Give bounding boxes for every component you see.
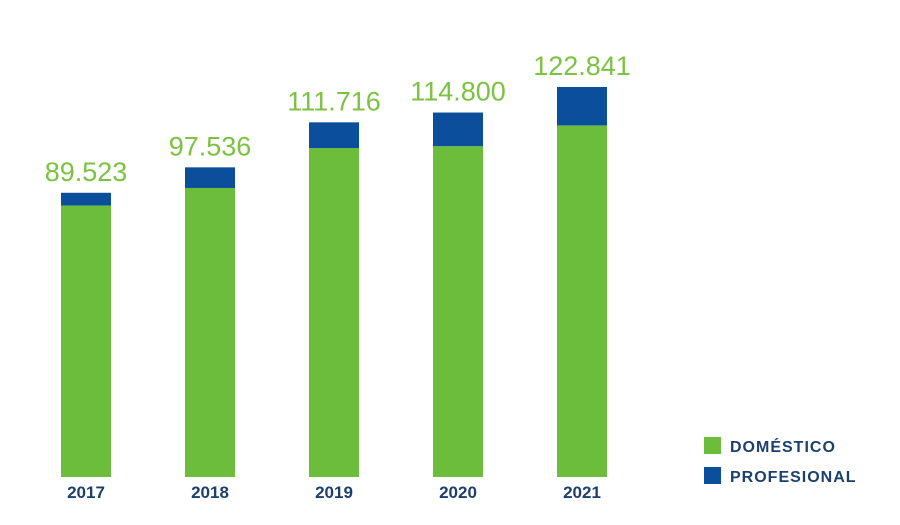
legend-swatch <box>704 437 721 454</box>
bar-segment <box>557 87 607 126</box>
total-label: 97.536 <box>169 131 252 161</box>
x-tick-label: 2020 <box>439 483 477 502</box>
total-label: 122.841 <box>533 51 631 81</box>
total-label: 111.716 <box>287 86 381 116</box>
bar-segment <box>433 146 483 477</box>
bar-segment <box>185 187 235 477</box>
bar-segment <box>309 148 359 477</box>
legend-label: PROFESIONAL <box>730 469 857 486</box>
x-tick-label: 2019 <box>315 483 353 502</box>
x-tick-label: 2017 <box>67 483 105 502</box>
bar-segment <box>185 167 235 188</box>
bar-segment <box>309 122 359 149</box>
bar-segment <box>61 192 111 206</box>
total-label: 89.523 <box>45 157 128 187</box>
legend-swatch <box>704 467 721 484</box>
legend-label: DOMÉSTICO <box>730 437 836 456</box>
total-label: 114.800 <box>410 77 506 107</box>
x-tick-label: 2021 <box>563 483 601 502</box>
x-tick-label: 2018 <box>191 483 229 502</box>
bar-segment <box>61 205 111 477</box>
bar-segment <box>433 112 483 147</box>
bar-segment <box>557 125 607 477</box>
